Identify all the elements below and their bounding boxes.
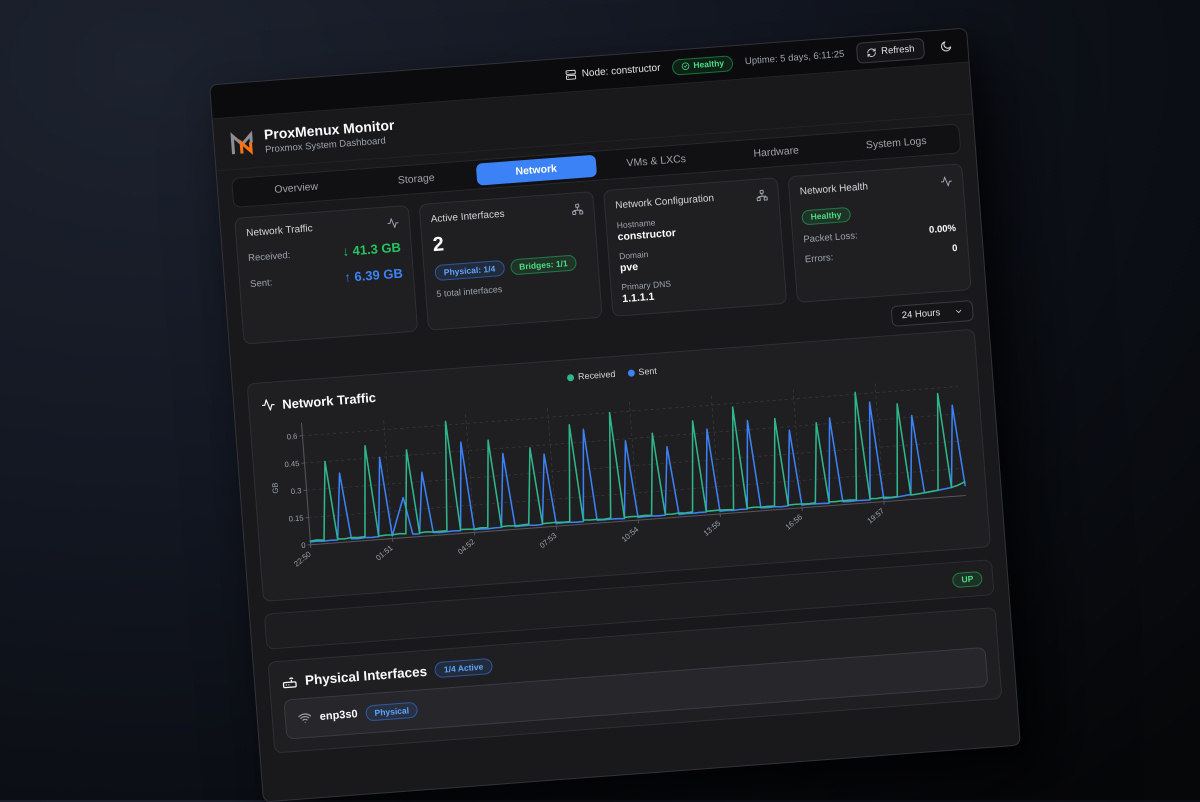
dashboard-window: Node: constructor Healthy Uptime: 5 days… [209, 28, 1021, 802]
legend-received: Received [567, 369, 616, 383]
moon-icon [939, 40, 953, 54]
svg-text:0.15: 0.15 [288, 513, 304, 523]
chevron-down-icon [954, 307, 964, 317]
tab-network[interactable]: Network [475, 155, 597, 186]
time-range-select[interactable]: 24 Hours [891, 300, 974, 327]
check-circle-icon [681, 61, 691, 71]
svg-text:0.3: 0.3 [291, 486, 302, 496]
errors-value: 0 [952, 243, 958, 254]
refresh-button[interactable]: Refresh [856, 38, 926, 64]
tab-system-logs[interactable]: System Logs [835, 128, 957, 159]
sent-label: Sent: [250, 277, 273, 290]
refresh-icon [866, 47, 877, 58]
server-icon [565, 69, 577, 81]
svg-text:16:56: 16:56 [784, 513, 805, 532]
physical-count-badge: Physical: 1/4 [434, 260, 504, 281]
svg-text:0.6: 0.6 [286, 432, 297, 442]
up-arrow-icon: ↑ [344, 269, 352, 284]
chart-legend: Received Sent [567, 366, 658, 383]
card-title: Network Health [799, 181, 868, 197]
network-traffic-card: Network Traffic Received: ↓ 41.3 GB Sent… [234, 205, 418, 345]
sent-value: ↑ 6.39 GB [344, 266, 404, 285]
network-tree-icon [756, 189, 769, 202]
active-count-badge: 1/4 Active [434, 658, 492, 678]
network-traffic-chart-card: Network Traffic Received Sent 0 0.15 0.3 0.… [247, 329, 991, 603]
packet-loss-label: Packet Loss: [803, 230, 858, 245]
svg-text:13:55: 13:55 [702, 519, 723, 538]
active-interfaces-card: Active Interfaces 2 Physical: 1/4 Bridge… [419, 191, 603, 331]
legend-sent: Sent [627, 366, 657, 378]
tab-storage[interactable]: Storage [355, 164, 477, 195]
wifi-icon [297, 711, 312, 726]
card-title: Network Traffic [246, 223, 313, 239]
bridges-count-badge: Bridges: 1/1 [510, 254, 578, 274]
received-dot [567, 373, 575, 381]
svg-text:GB: GB [270, 482, 280, 494]
svg-text:22:50: 22:50 [292, 549, 313, 568]
interface-type-badge: Physical [365, 702, 419, 721]
activity-icon [387, 217, 400, 230]
svg-text:19:57: 19:57 [865, 506, 886, 525]
health-badge: Healthy [801, 206, 851, 225]
proxmenux-logo [228, 128, 257, 157]
total-interfaces-note: 5 total interfaces [436, 277, 589, 298]
network-icon [571, 203, 584, 216]
health-status-badge: Healthy [672, 55, 734, 76]
router-icon [282, 673, 298, 689]
tab-hardware[interactable]: Hardware [715, 137, 837, 168]
network-health-card: Network Health Healthy Packet Loss: 0.00… [788, 163, 972, 303]
down-arrow-icon: ↓ [342, 244, 350, 259]
tab-vms-lxcs[interactable]: VMs & LXCs [595, 146, 717, 177]
errors-label: Errors: [804, 252, 833, 265]
svg-text:01:51: 01:51 [374, 543, 395, 562]
card-title: Network Configuration [615, 193, 714, 211]
theme-toggle-button[interactable] [936, 36, 956, 56]
sent-dot [627, 369, 635, 377]
section-title: Physical Interfaces [304, 664, 427, 688]
chart-title: Network Traffic [282, 389, 377, 411]
node-label: Node: constructor [581, 63, 661, 80]
tab-overview[interactable]: Overview [235, 173, 357, 204]
uptime-text: Uptime: 5 days, 6:11:25 [745, 49, 845, 67]
svg-text:0: 0 [301, 541, 306, 550]
svg-text:0.45: 0.45 [284, 459, 300, 469]
activity-icon [261, 397, 276, 412]
svg-text:04:52: 04:52 [456, 537, 477, 556]
activity-icon [940, 175, 953, 188]
active-interfaces-count: 2 [432, 223, 586, 257]
packet-loss-value: 0.00% [929, 223, 957, 236]
svg-text:07:53: 07:53 [538, 531, 559, 550]
received-value: ↓ 41.3 GB [342, 240, 402, 259]
svg-text:10:54: 10:54 [620, 524, 641, 544]
card-title: Active Interfaces [430, 209, 505, 226]
up-status-badge: UP [952, 571, 983, 589]
node-indicator: Node: constructor [565, 63, 660, 81]
received-label: Received: [248, 250, 291, 264]
interface-name: enp3s0 [319, 708, 358, 723]
network-configuration-card: Network Configuration Hostname construct… [603, 177, 787, 317]
